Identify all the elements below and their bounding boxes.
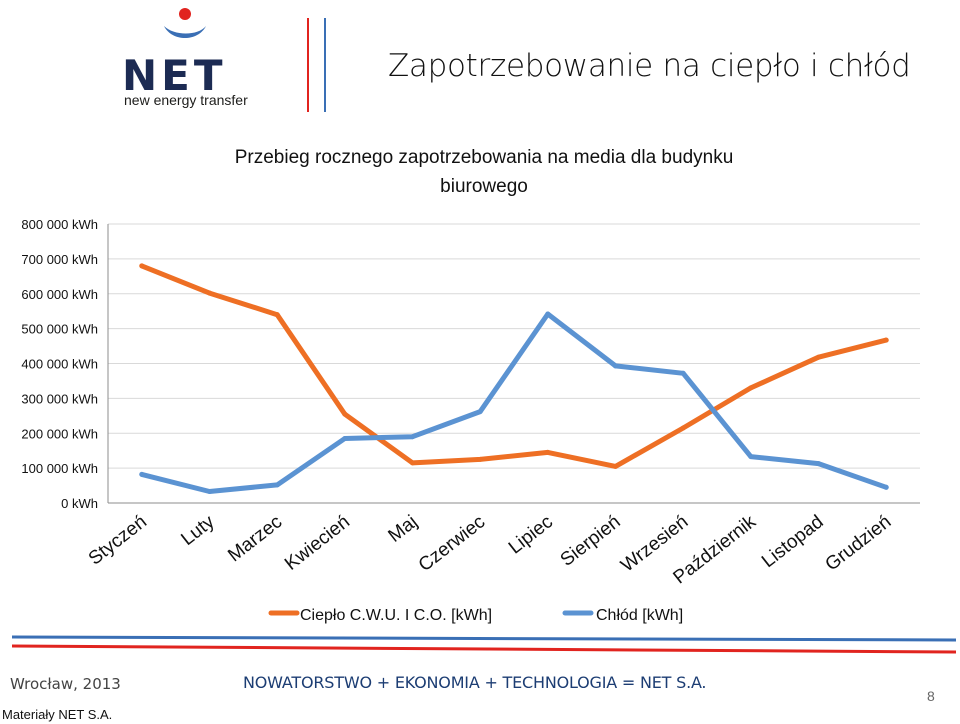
data-point [274,312,280,318]
y-tick-label: 300 000 kWh [21,391,98,406]
data-point [342,411,348,417]
net-logo: NET [122,8,227,100]
y-tick-label: 400 000 kWh [21,357,98,372]
logo-wordmark: NET [122,51,227,100]
data-point [274,482,280,488]
logo-swoosh [164,26,206,38]
x-tick-label: Grudzień [822,511,896,575]
page-number: 8 [927,688,935,704]
data-point [816,354,821,360]
data-point [207,488,212,494]
y-tick-label: 100 000 kWh [21,461,98,476]
data-point [748,385,754,391]
data-point [410,460,415,466]
legend-label-cold: Chłód [kWh] [596,607,683,624]
y-tick-label: 0 kWh [61,496,98,511]
data-point [139,471,145,477]
footer-credit: Materiały NET S.A. [2,707,113,722]
x-tick-label: Sierpień [557,511,625,570]
series-line-0 [139,263,889,469]
data-point [477,456,483,462]
data-point [680,425,686,431]
data-point [342,435,348,441]
data-point [680,370,686,376]
chart-title-line2: biurowego [440,176,528,197]
data-point [139,263,145,269]
x-tick-label: Maj [385,511,422,546]
slide-title: Zapotrzebowanie na ciepło i chłód [388,48,911,84]
data-point [545,449,551,455]
data-point [816,461,821,467]
x-tick-label: Lipiec [505,511,557,558]
logo-subtitle: new energy transfer [124,92,248,108]
footer-line-red [11,644,957,654]
data-point [613,463,618,469]
data-point [748,454,754,460]
legend-label-heat: Ciepło C.W.U. I C.O. [kWh] [300,607,492,624]
x-tick-label: Marzec [224,511,286,566]
x-tick-label: Czerwiec [415,511,489,576]
chart-title-line1: Przebieg rocznego zapotrzebowania na med… [235,147,734,168]
footer-city-year: Wrocław, 2013 [10,675,121,693]
data-point [207,290,212,296]
y-tick-label: 500 000 kWh [21,322,98,337]
x-tick-label: Styczeń [85,511,151,569]
data-point [613,363,618,369]
footer-slogan: NOWATORSTWO + EKONOMIA + TECHNOLOGIA = N… [243,673,707,692]
y-tick-label: 700 000 kWh [21,252,98,267]
logo-dot [179,8,191,20]
x-tick-label: Listopad [758,511,828,572]
data-point [883,337,889,343]
data-point [477,409,483,415]
footer-line-blue [11,635,957,642]
x-tick-label: Luty [177,511,219,550]
series-line-1 [139,311,889,494]
data-point [883,484,889,490]
data-point [410,434,415,440]
y-tick-label: 600 000 kWh [21,287,98,302]
y-tick-label: 200 000 kWh [21,426,98,441]
y-tick-label: 800 000 kWh [21,217,98,232]
x-tick-label: Kwiecień [281,511,354,574]
data-point [545,311,551,317]
